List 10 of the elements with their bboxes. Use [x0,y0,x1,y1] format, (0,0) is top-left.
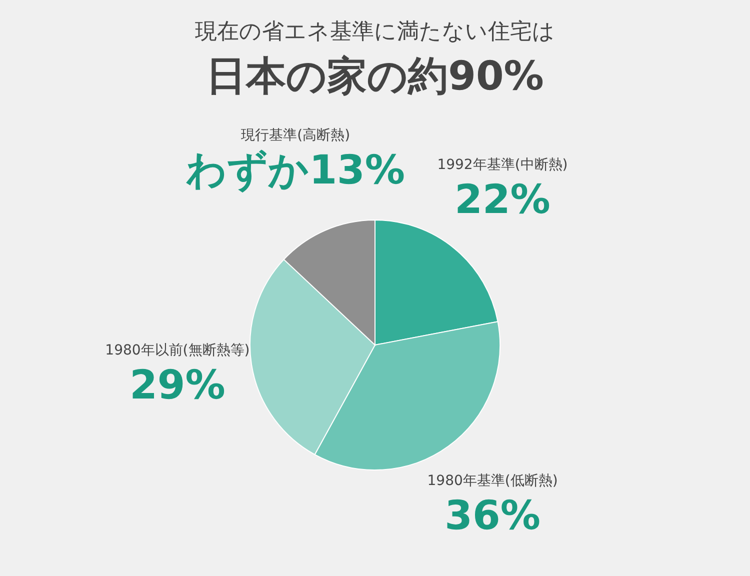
slice-label: 1992年基準(中断熱) [437,156,568,173]
data-label: わずか13% [186,147,405,194]
slice-label: 1980年基準(低断熱) [427,472,558,489]
chart-subtitle: 日本の家の約90% [206,53,544,100]
data-label: 29% [130,362,226,408]
slice-label: 1980年以前(無断熱等) [105,342,250,358]
data-label: 36% [444,492,540,539]
data-label: 22% [454,176,550,223]
chart-title: 現在の省エネ基準に満たない住宅は [195,19,555,44]
slice-label: 現行基準(高断熱) [241,127,350,144]
